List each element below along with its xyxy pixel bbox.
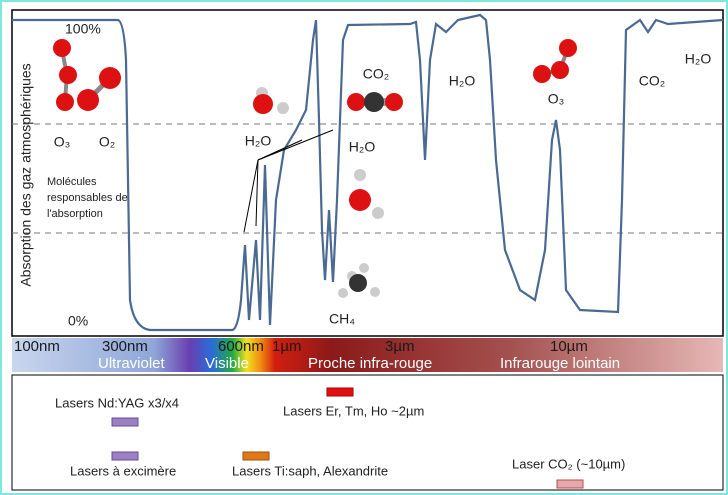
plot-box <box>12 10 723 336</box>
wavelength-label: 600nm <box>218 338 264 355</box>
y-axis-title: Absorption des gaz atmosphériques <box>18 63 34 286</box>
molecule-co2 <box>347 92 403 112</box>
molecule-label: H₂O <box>245 133 272 149</box>
wavelength-label: 100nm <box>14 338 60 355</box>
annotation: l'absorption <box>47 208 103 220</box>
molecule-label: H₂O <box>449 73 476 89</box>
molecule-label: O₃ <box>54 134 71 150</box>
molecule-label: O₂ <box>99 134 115 150</box>
band-label: Ultraviolet <box>98 355 166 372</box>
wavelength-label: 1µm <box>272 338 301 355</box>
bottom-label: 0% <box>68 313 88 329</box>
top-label: 100% <box>65 21 101 37</box>
molecule-label: O₃ <box>548 91 565 107</box>
molecule-label: CO₂ <box>639 73 665 89</box>
wavelength-label: 10µm <box>550 338 588 355</box>
band-label: Visible <box>205 355 249 372</box>
band-label: Proche infra-rouge <box>308 355 432 372</box>
laser-label: Lasers à excimère <box>70 463 176 478</box>
molecule-label: CH₄ <box>329 311 355 327</box>
laser-label: Laser CO₂ (~10µm) <box>512 456 625 471</box>
molecule-label: H₂O <box>685 51 712 67</box>
wavelength-label: 300nm <box>102 338 148 355</box>
annotation: Molécules <box>47 176 97 188</box>
laser-label: Lasers Er, Tm, Ho ~2µm <box>283 403 424 418</box>
laser-label: Lasers Nd:YAG x3/x4 <box>55 395 179 410</box>
molecule-label: H₂O <box>349 139 376 155</box>
laser-bar <box>112 452 138 460</box>
wavelength-label: 3µm <box>385 338 414 355</box>
laser-bar <box>112 418 138 426</box>
laser-bar <box>243 452 269 460</box>
molecule-label: CO₂ <box>363 66 389 82</box>
figure: Absorption des gaz atmosphériques 100% 0% M… <box>0 0 728 495</box>
band-label: Infrarouge lointain <box>500 355 620 372</box>
laser-label: Lasers Ti:saph, Alexandrite <box>232 463 388 478</box>
laser-bar <box>557 480 583 488</box>
laser-bar <box>327 388 353 396</box>
annotation: responsables de <box>47 192 128 204</box>
